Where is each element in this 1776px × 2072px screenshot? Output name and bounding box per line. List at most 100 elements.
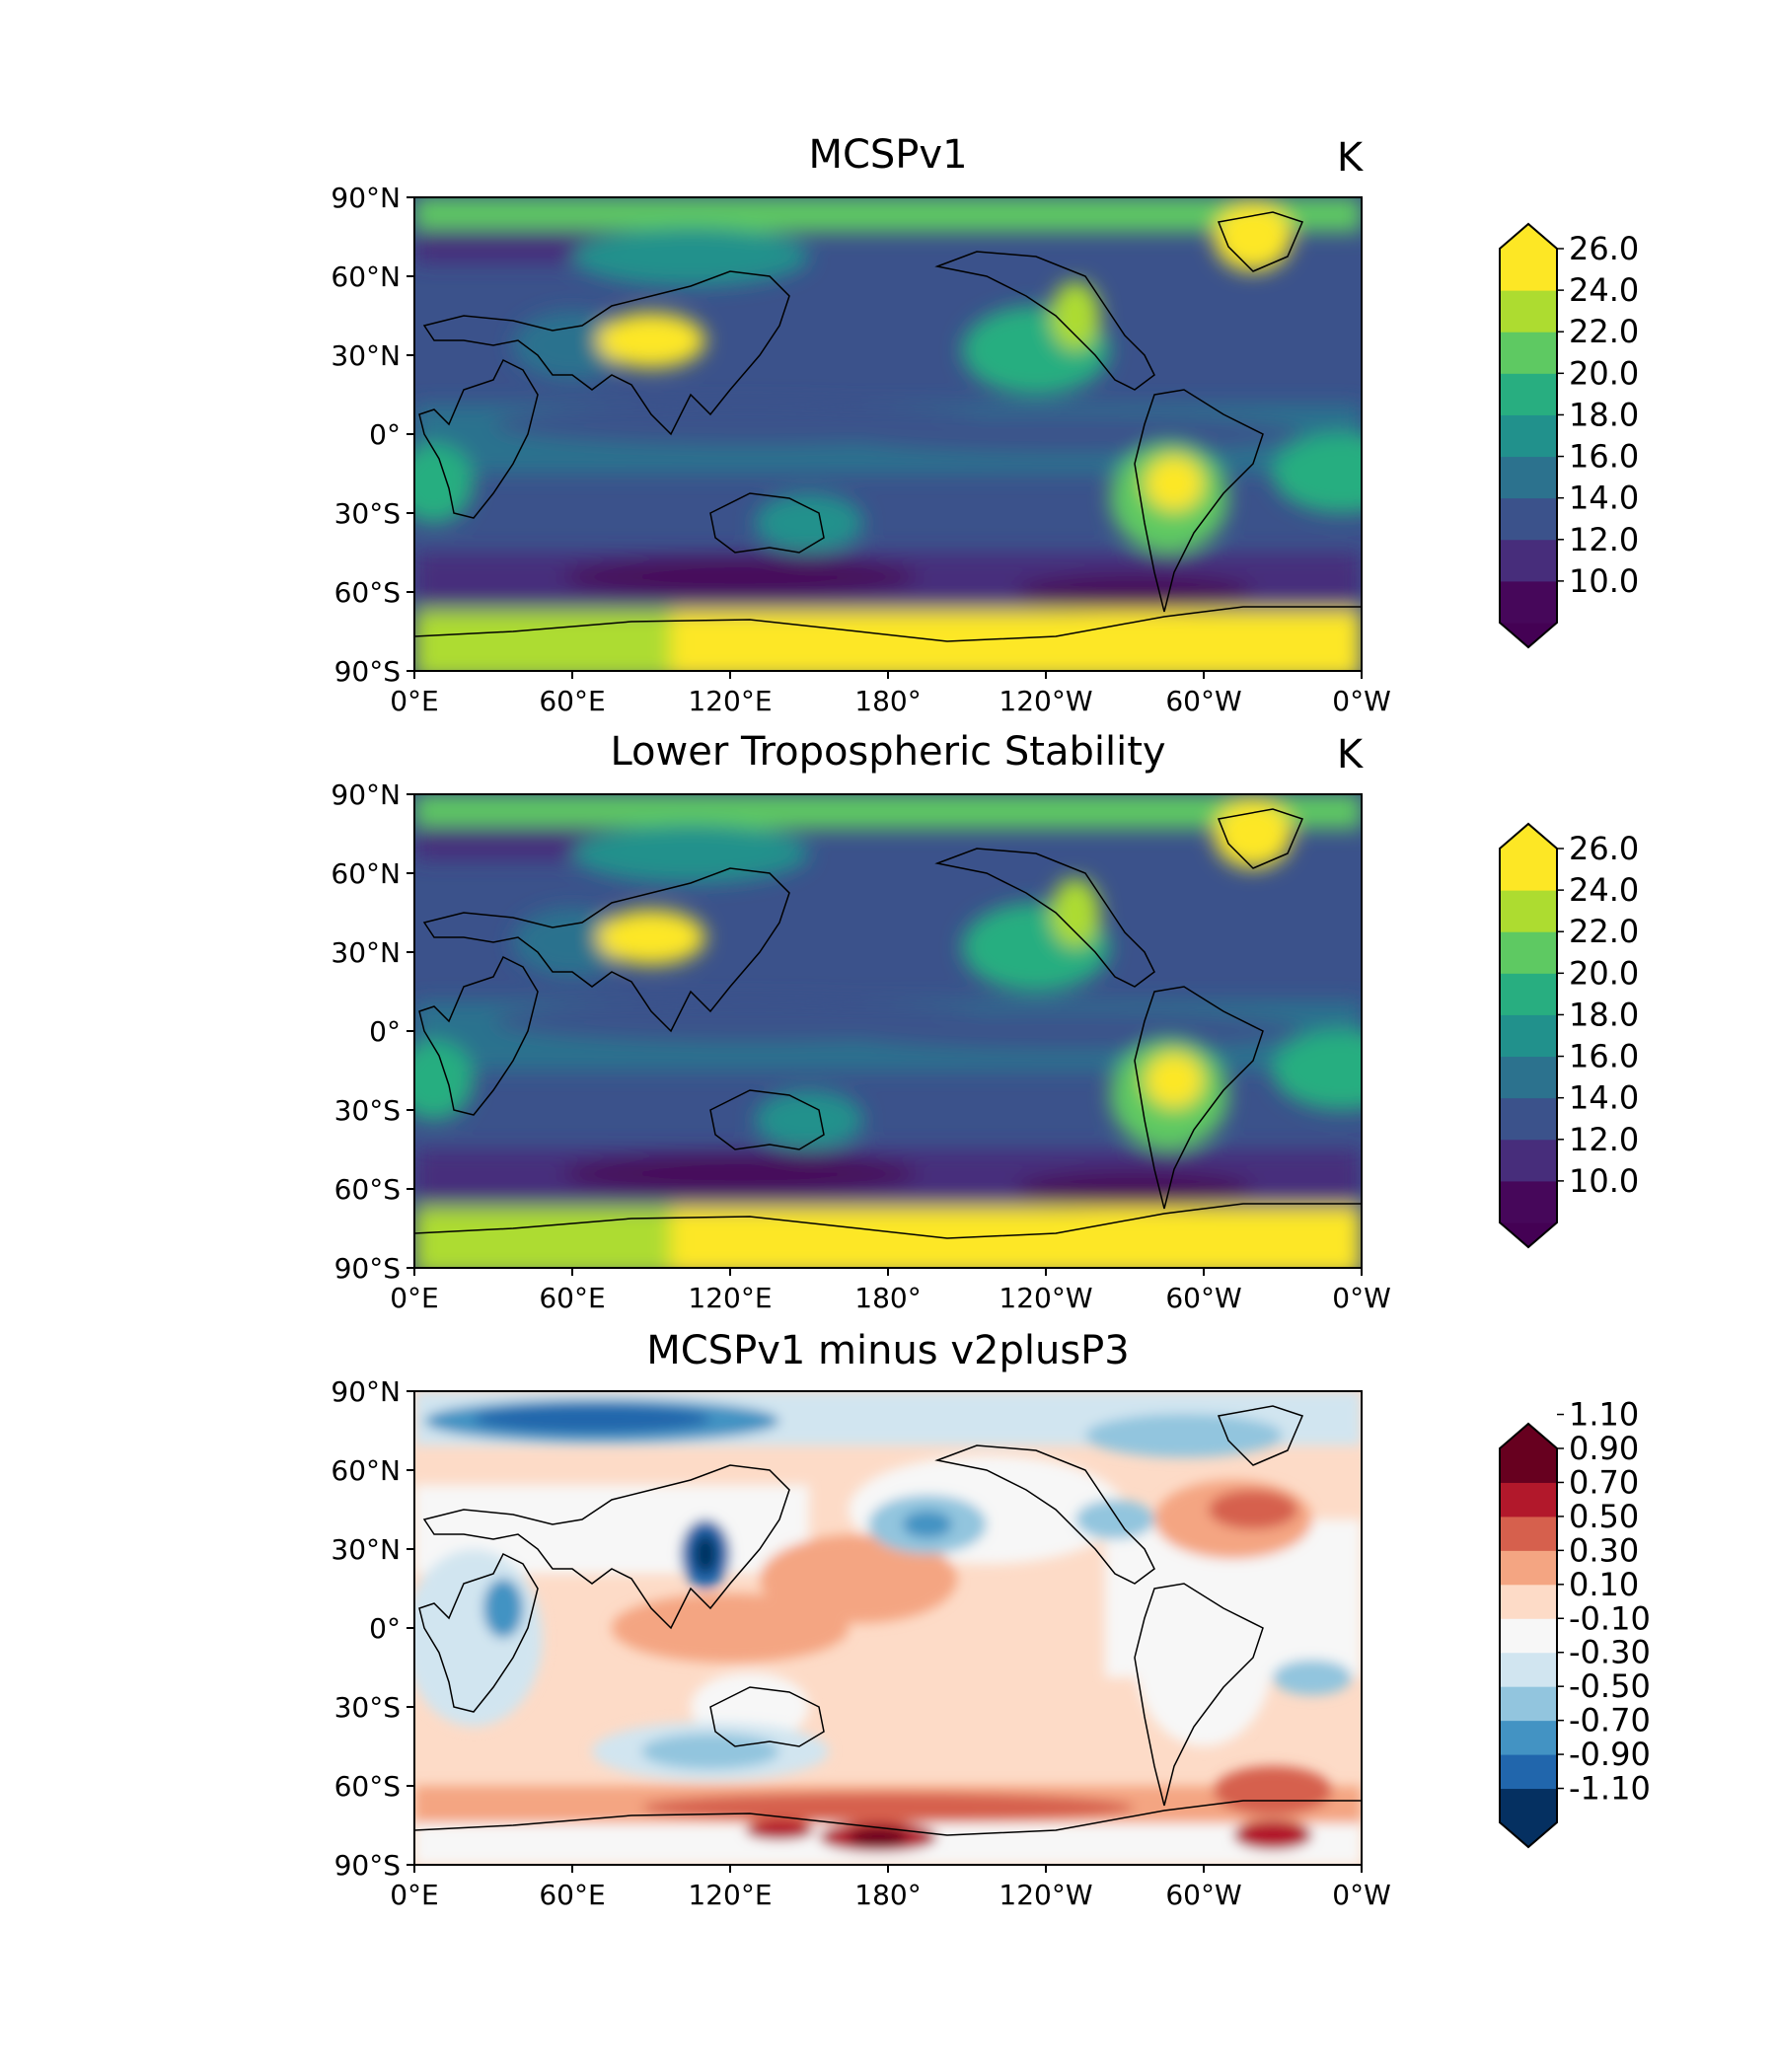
x-tick-label: 60°E [539, 1879, 605, 1911]
y-tick-label: 30°S [334, 1691, 401, 1724]
panel-2-coastlines [414, 808, 1362, 1239]
colorbar-segment [1500, 539, 1557, 582]
y-tick-label: 0° [369, 418, 401, 451]
x-tick-label: 0°E [390, 1282, 439, 1314]
x-tick-label: 120°W [999, 685, 1092, 717]
panel-3-x-axis: 0°E 60°E 120°E 180° 120°W 60°W 0°W [390, 1865, 1391, 1911]
colorbar-tick-label: 0.50 [1569, 1498, 1639, 1535]
panel-1-x-axis: 0°E 60°E 120°E 180° 120°W 60°W 0°W [390, 671, 1391, 717]
colorbar-segment [1500, 1584, 1557, 1619]
x-tick-label: 60°W [1165, 685, 1241, 717]
y-tick-label: 90°S [334, 655, 401, 688]
y-tick-label: 60°S [334, 1770, 401, 1803]
colorbar-segment [1500, 849, 1557, 891]
colorbar-tick-label: 14.0 [1569, 1079, 1639, 1117]
colorbar-tick-label: 24.0 [1569, 871, 1639, 909]
colorbar-tick-label: 20.0 [1569, 954, 1639, 992]
panel-2-title: Lower Tropospheric Stability [610, 729, 1165, 775]
y-tick-label: 60°S [334, 1173, 401, 1206]
colorbar-extend-over [1500, 224, 1557, 249]
y-tick-label: 60°S [334, 576, 401, 609]
colorbar-tick-label: -0.70 [1569, 1702, 1651, 1739]
x-tick-label: 60°W [1165, 1282, 1241, 1314]
colorbar-segment [1500, 890, 1557, 932]
y-tick-label: 0° [369, 1612, 401, 1645]
colorbar-segment [1500, 1754, 1557, 1790]
x-tick-label: 180° [854, 1282, 921, 1314]
colorbar-tick-label: 0.30 [1569, 1531, 1639, 1569]
colorbar-segment [1500, 1056, 1557, 1099]
colorbar-tick-label: 0.90 [1569, 1430, 1639, 1467]
colorbar-segment [1500, 1014, 1557, 1058]
colorbar-segment [1500, 931, 1557, 974]
y-tick-label: 30°N [331, 1533, 401, 1566]
x-tick-label: 120°E [688, 1282, 772, 1314]
x-tick-label: 120°W [999, 1879, 1092, 1911]
colorbar-segment [1500, 1097, 1557, 1141]
y-tick-label: 60°N [331, 1454, 401, 1487]
colorbar-extend-over [1500, 824, 1557, 849]
x-tick-label: 120°E [688, 1879, 772, 1911]
colorbar-segment [1500, 290, 1557, 333]
colorbar-segment [1500, 1720, 1557, 1755]
panel-3-colorbar: -1.10-0.90-0.70-0.50-0.30-0.100.100.300.… [1499, 1396, 1651, 1849]
colorbar-segment [1500, 249, 1557, 291]
colorbar-tick-label: 24.0 [1569, 271, 1639, 309]
colorbar-tick-label: 20.0 [1569, 354, 1639, 392]
x-tick-label: 180° [854, 685, 921, 717]
colorbar-outline [1499, 1422, 1558, 1849]
colorbar-extend-over [1500, 1424, 1557, 1448]
colorbar-segment [1500, 373, 1557, 415]
y-tick-label: 30°S [334, 1094, 401, 1127]
colorbar-segment [1500, 414, 1557, 458]
colorbar-tick-label: 0.10 [1569, 1566, 1639, 1603]
y-tick-label: 60°N [331, 857, 401, 890]
panel-1-colorbar: 10.0 12.0 14.0 16.0 18.0 20.0 22.0 24.0 26.0 [1499, 222, 1639, 649]
x-tick-label: 120°E [688, 685, 772, 717]
colorbar-tick-label: -0.10 [1569, 1599, 1651, 1637]
x-tick-label: 0°E [390, 1879, 439, 1911]
colorbar-tick-label: 26.0 [1569, 830, 1639, 867]
colorbar-extend-under [1500, 1222, 1557, 1247]
colorbar-segment [1500, 580, 1557, 624]
colorbar-extend-under [1500, 1822, 1557, 1847]
panel-2-colorbar: 10.0 12.0 14.0 16.0 18.0 20.0 22.0 24.0 26.0 [1499, 822, 1639, 1249]
x-tick-label: 0°W [1332, 1879, 1391, 1911]
y-tick-label: 90°N [331, 1375, 401, 1408]
y-tick-label: 90°S [334, 1849, 401, 1882]
panel-1-y-axis: 90°N 60°N 30°N 0° 30°S 60°S 90°S [331, 182, 414, 688]
colorbar-tick-label: -0.90 [1569, 1736, 1651, 1773]
colorbar-tick-label: 14.0 [1569, 480, 1639, 517]
panel-2-units: K [1337, 732, 1365, 777]
panel-3-coastlines [414, 1405, 1362, 1836]
y-tick-label: 30°N [331, 339, 401, 372]
x-tick-label: 180° [854, 1879, 921, 1911]
colorbar-segment [1500, 456, 1557, 499]
colorbar-segment [1500, 332, 1557, 374]
panel-1-title: MCSPv1 [808, 132, 967, 178]
panel-1: MCSPv1 K [331, 132, 1639, 717]
y-tick-label: 90°N [331, 778, 401, 811]
colorbar-tick-label: 18.0 [1569, 396, 1639, 433]
x-tick-label: 0°E [390, 685, 439, 717]
colorbar-segment [1500, 1139, 1557, 1182]
colorbar-tick-label: 22.0 [1569, 913, 1639, 950]
x-tick-label: 60°W [1165, 1879, 1241, 1911]
colorbar-tick-label: 22.0 [1569, 313, 1639, 350]
colorbar-segment [1500, 1516, 1557, 1551]
panel-2-x-axis: 0°E 60°E 120°E 180° 120°W 60°W 0°W [390, 1268, 1391, 1314]
colorbar-segment [1500, 1788, 1557, 1823]
colorbar-tick-label: 12.0 [1569, 521, 1639, 558]
colorbar-extend-under [1500, 623, 1557, 647]
colorbar-tick-label: 26.0 [1569, 230, 1639, 267]
panel-3-field [414, 1391, 1362, 1865]
panel-3-title: MCSPv1 minus v2plusP3 [646, 1328, 1130, 1373]
colorbar-tick-label: -0.50 [1569, 1667, 1651, 1705]
x-tick-label: 0°W [1332, 685, 1391, 717]
x-tick-label: 120°W [999, 1282, 1092, 1314]
colorbar-tick-label: -0.30 [1569, 1634, 1651, 1671]
colorbar-tick-label: 18.0 [1569, 996, 1639, 1033]
colorbar-segment [1500, 1448, 1557, 1483]
colorbar-tick-label: 1.10 [1569, 1396, 1639, 1434]
